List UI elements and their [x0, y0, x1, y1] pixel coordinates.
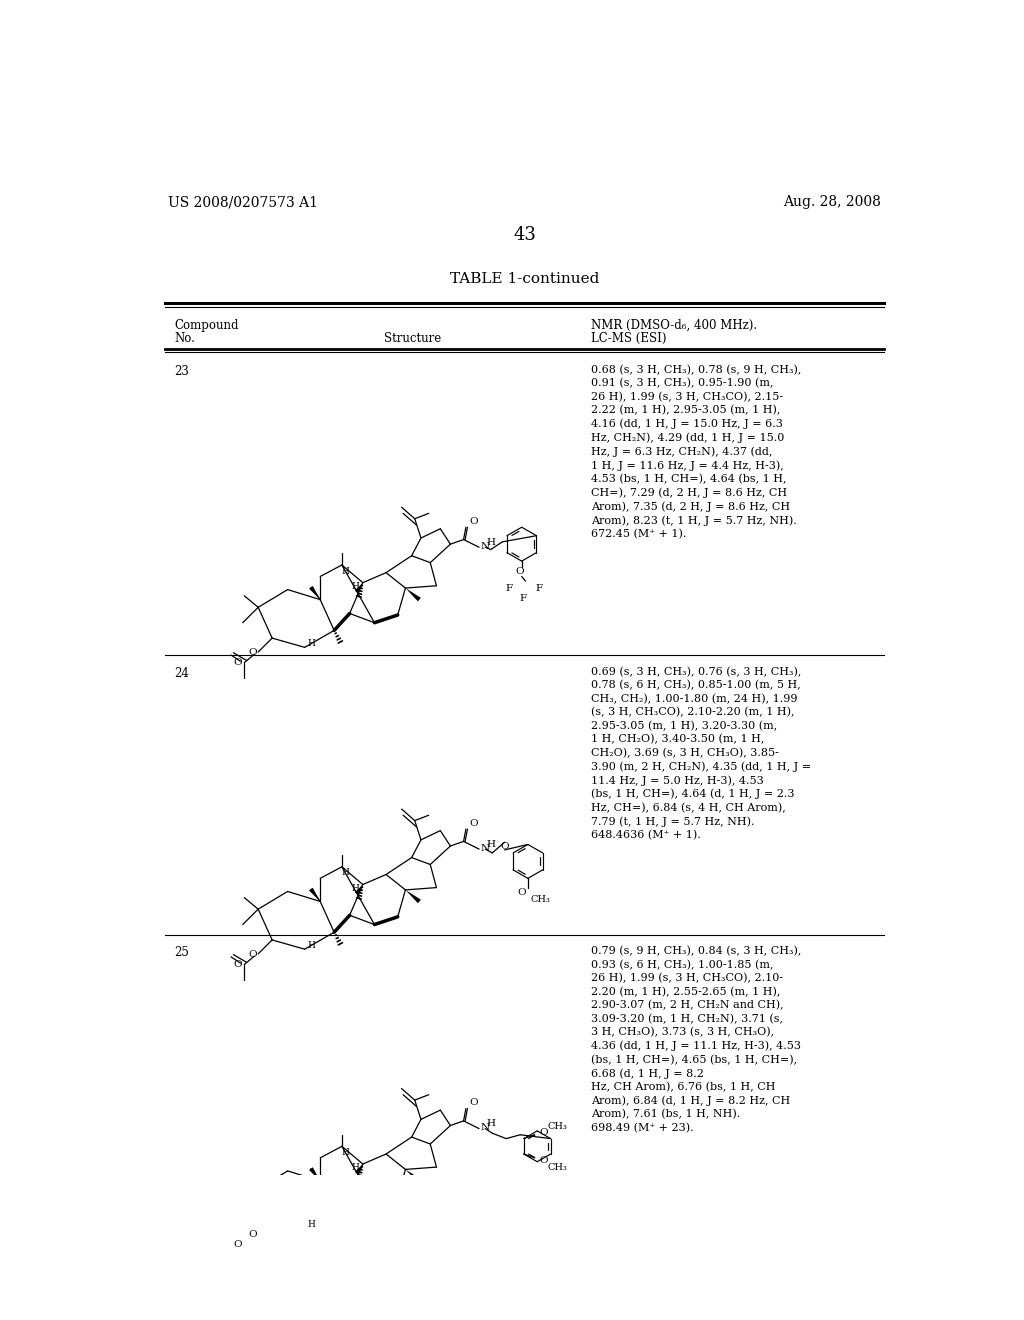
Text: H: H: [342, 1148, 350, 1156]
Polygon shape: [406, 589, 421, 602]
Text: 0.69 (s, 3 H, CH₃), 0.76 (s, 3 H, CH₃),
0.78 (s, 6 H, CH₃), 0.85-1.00 (m, 5 H,
C: 0.69 (s, 3 H, CH₃), 0.76 (s, 3 H, CH₃), …: [592, 667, 812, 841]
Text: H: H: [342, 869, 350, 878]
Text: 24: 24: [174, 667, 189, 680]
Text: H: H: [307, 1221, 314, 1229]
Text: 0.68 (s, 3 H, CH₃), 0.78 (s, 9 H, CH₃),
0.91 (s, 3 H, CH₃), 0.95-1.90 (m,
26 H),: 0.68 (s, 3 H, CH₃), 0.78 (s, 9 H, CH₃), …: [592, 364, 802, 540]
Text: 23: 23: [174, 364, 189, 378]
Text: CH₃: CH₃: [547, 1122, 567, 1131]
Text: No.: No.: [174, 333, 196, 346]
Text: O: O: [469, 818, 477, 828]
Text: O: O: [540, 1156, 548, 1164]
Text: O: O: [233, 1239, 242, 1249]
Polygon shape: [406, 1170, 421, 1183]
Text: O: O: [233, 659, 242, 667]
Text: O: O: [248, 1230, 257, 1238]
Text: 43: 43: [513, 226, 537, 244]
Text: F: F: [520, 594, 526, 603]
Text: O: O: [516, 568, 524, 577]
Text: 25: 25: [174, 946, 189, 960]
Text: H: H: [486, 539, 496, 546]
Text: H: H: [307, 639, 314, 648]
Text: TABLE 1-continued: TABLE 1-continued: [451, 272, 599, 286]
Text: H: H: [351, 1163, 359, 1172]
Text: Compound: Compound: [174, 318, 239, 331]
Text: CH₃: CH₃: [530, 895, 550, 904]
Text: NMR (DMSO-d₆, 400 MHz).: NMR (DMSO-d₆, 400 MHz).: [592, 318, 758, 331]
Text: US 2008/0207573 A1: US 2008/0207573 A1: [168, 195, 318, 210]
Polygon shape: [354, 1164, 362, 1175]
Text: H: H: [307, 941, 314, 950]
Text: O: O: [469, 1098, 477, 1107]
Text: CH₃: CH₃: [547, 1163, 567, 1172]
Text: N: N: [480, 843, 489, 853]
Text: O: O: [233, 960, 242, 969]
Text: O: O: [248, 648, 257, 657]
Text: N: N: [480, 1123, 489, 1133]
Polygon shape: [406, 890, 421, 903]
Text: O: O: [248, 950, 257, 960]
Polygon shape: [309, 888, 321, 902]
Polygon shape: [309, 586, 321, 599]
Polygon shape: [309, 1167, 321, 1181]
Text: H: H: [486, 840, 496, 849]
Text: H: H: [351, 582, 359, 591]
Polygon shape: [354, 884, 362, 895]
Text: N: N: [480, 543, 489, 550]
Text: O: O: [469, 516, 477, 525]
Polygon shape: [354, 582, 362, 593]
Text: H: H: [351, 884, 359, 892]
Text: F: F: [505, 583, 512, 593]
Text: H: H: [486, 1119, 496, 1129]
Text: O: O: [540, 1129, 548, 1137]
Text: LC-MS (ESI): LC-MS (ESI): [592, 333, 667, 346]
Text: O: O: [518, 888, 526, 896]
Text: O: O: [501, 842, 509, 850]
Text: Structure: Structure: [384, 333, 441, 346]
Text: H: H: [342, 566, 350, 576]
Text: Aug. 28, 2008: Aug. 28, 2008: [783, 195, 882, 210]
Text: 0.79 (s, 9 H, CH₃), 0.84 (s, 3 H, CH₃),
0.93 (s, 6 H, CH₃), 1.00-1.85 (m,
26 H),: 0.79 (s, 9 H, CH₃), 0.84 (s, 3 H, CH₃), …: [592, 946, 802, 1133]
Text: F: F: [536, 583, 543, 593]
